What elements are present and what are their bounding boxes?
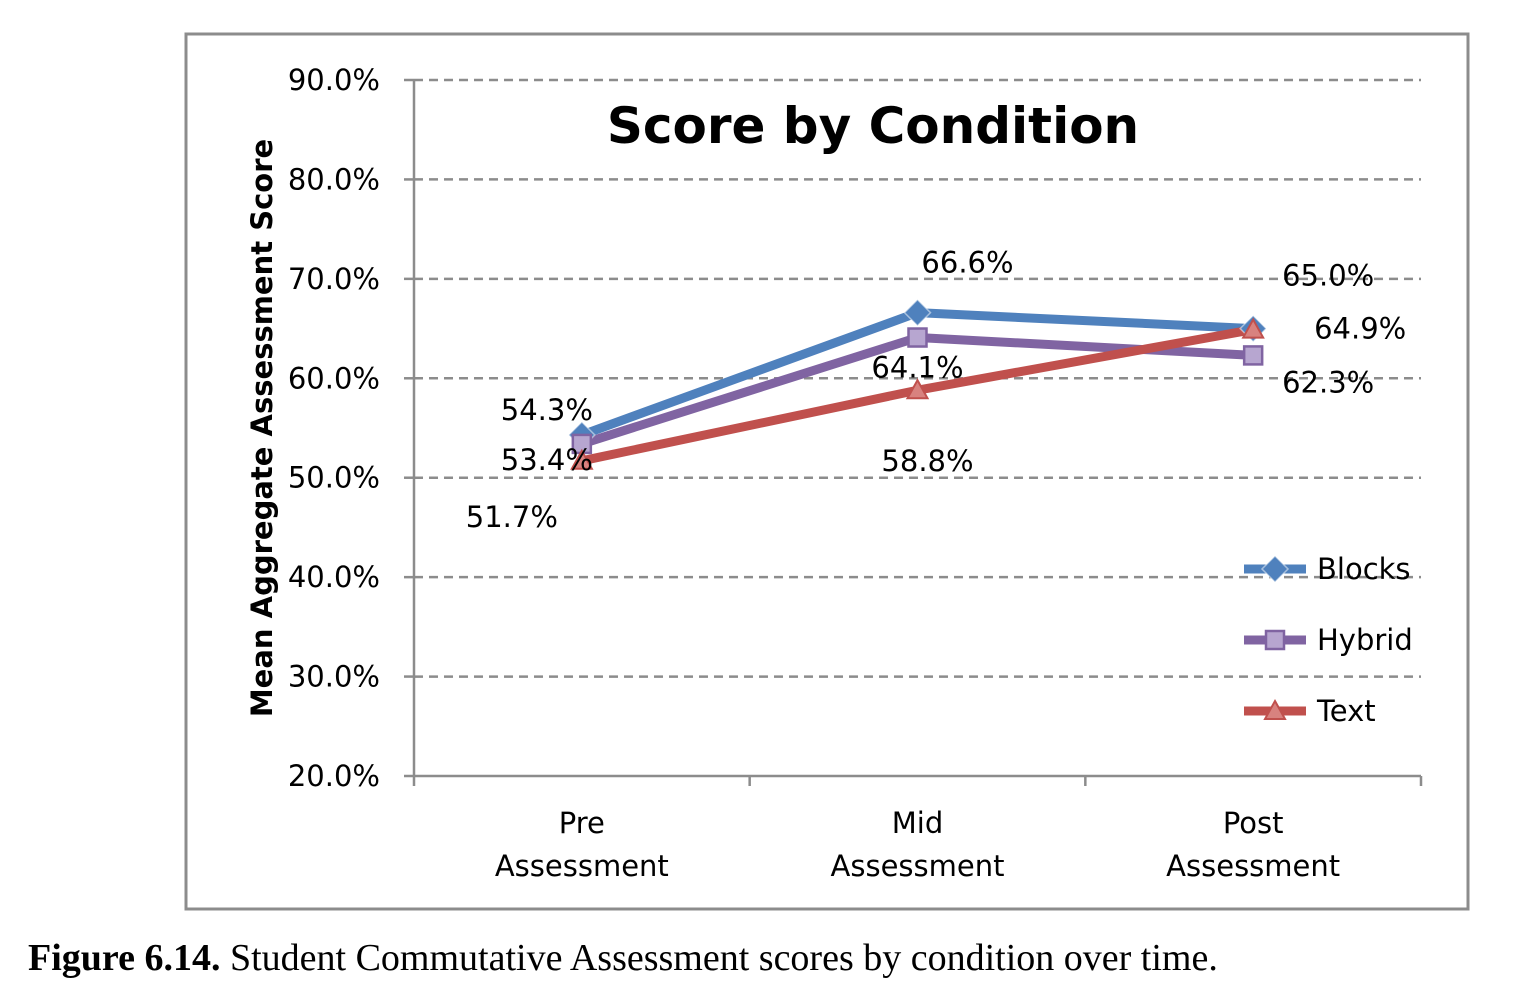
legend-marker-hybrid bbox=[1264, 629, 1286, 651]
data-label: 64.1% bbox=[871, 351, 963, 385]
x-tick-label: Assessment bbox=[831, 849, 1005, 883]
caption-label: Figure 6.14. bbox=[28, 937, 221, 979]
data-label: 51.7% bbox=[466, 500, 558, 534]
x-tick-label: Pre bbox=[559, 806, 605, 840]
data-label: 62.3% bbox=[1282, 365, 1374, 399]
caption-text: Student Commutative Assessment scores by… bbox=[220, 937, 1218, 979]
y-tick-label: 30.0% bbox=[288, 660, 380, 694]
y-tick-label: 50.0% bbox=[288, 461, 380, 495]
data-point-text bbox=[1241, 317, 1265, 339]
data-label: 53.4% bbox=[501, 443, 593, 477]
y-tick-label: 20.0% bbox=[288, 759, 380, 793]
chart: 20.0% 30.0% 40.0% 50.0% 60.0% 70.0% 80.0% 90.0%… bbox=[184, 32, 1470, 911]
y-tick-label: 40.0% bbox=[288, 560, 380, 594]
data-point-hybrid bbox=[1242, 345, 1264, 366]
y-tick-label: 80.0% bbox=[288, 162, 380, 196]
y-tick-label: 70.0% bbox=[288, 262, 380, 296]
data-label: 64.9% bbox=[1314, 312, 1406, 346]
y-axis-title: Mean Aggregate Assessment Score bbox=[245, 139, 279, 717]
data-point-text bbox=[570, 448, 594, 470]
x-tick-label: Post bbox=[1223, 806, 1284, 840]
x-tick-label: Assessment bbox=[1166, 849, 1340, 883]
legend-label: Text bbox=[1316, 694, 1376, 728]
y-tick-label: 60.0% bbox=[288, 361, 380, 395]
data-point-hybrid bbox=[907, 327, 928, 348]
data-label: 58.8% bbox=[881, 444, 973, 478]
data-label: 66.6% bbox=[921, 246, 1013, 280]
data-label: 65.0% bbox=[1282, 259, 1374, 293]
data-point-text bbox=[905, 378, 930, 400]
data-point-blocks bbox=[903, 298, 932, 327]
legend-marker-text bbox=[1263, 698, 1287, 720]
y-tick-label: 90.0% bbox=[288, 63, 380, 97]
x-tick-label: Assessment bbox=[495, 849, 669, 883]
chart-title: Score by Condition bbox=[607, 97, 1139, 155]
legend-marker-blocks bbox=[1260, 554, 1290, 584]
x-tick-label: Mid bbox=[892, 806, 944, 840]
legend-label: Hybrid bbox=[1317, 623, 1413, 657]
legend-label: Blocks bbox=[1317, 552, 1411, 586]
figure-caption: Figure 6.14. Student Commutative Assessm… bbox=[28, 936, 1218, 980]
data-label: 54.3% bbox=[501, 393, 593, 427]
